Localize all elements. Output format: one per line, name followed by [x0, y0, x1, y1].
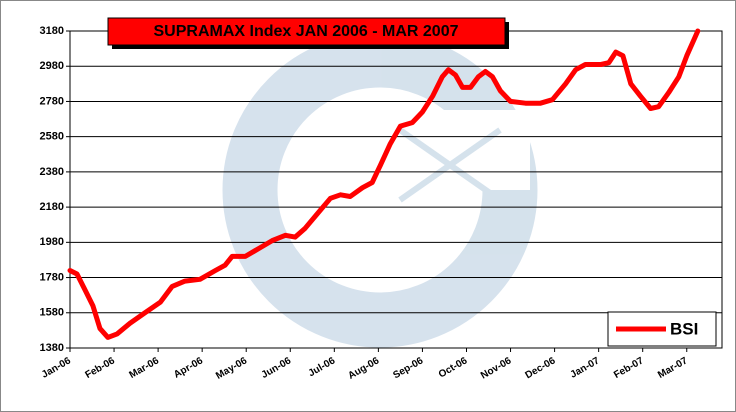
watermark — [222, 32, 538, 348]
y-tick-label: 2180 — [40, 201, 64, 213]
y-tick-label: 1980 — [40, 236, 64, 248]
title-box — [107, 17, 506, 46]
y-tick-label: 1580 — [40, 307, 64, 319]
chart-title: SUPRAMAX Index JAN 2006 - MAR 2007 — [154, 23, 459, 40]
y-tick-label: 2980 — [40, 60, 64, 72]
y-tick-label: 2380 — [40, 166, 64, 178]
line — [67, 28, 701, 340]
y-tick-label: 1780 — [40, 271, 64, 283]
legend-label: BSI — [670, 319, 698, 338]
y-tick-label: 2780 — [40, 95, 64, 107]
y-tick-label: 1380 — [40, 342, 64, 354]
y-tick-label: 2580 — [40, 131, 64, 143]
y-tick-label: 3180 — [40, 25, 64, 37]
